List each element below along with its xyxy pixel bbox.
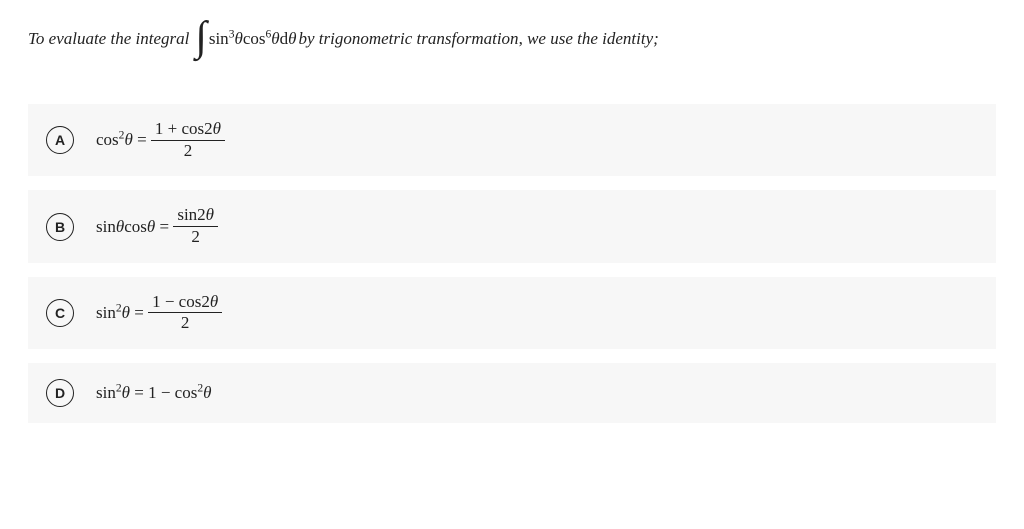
question-suffix-2: we use the identity; <box>523 18 659 60</box>
option-b-lhs: sinθcosθ = <box>96 217 173 237</box>
option-d-letter: D <box>46 379 74 407</box>
option-a-lhs: cos2θ = <box>96 130 151 150</box>
question-prefix: To evaluate the integral <box>28 18 189 60</box>
option-a-frac: 1 + cos2θ 2 <box>153 120 223 160</box>
question-suffix-1: by trigonometric transformation <box>299 18 519 60</box>
option-c-letter: C <box>46 299 74 327</box>
option-c[interactable]: C sin2θ = 1 − cos2θ 2 <box>28 277 996 349</box>
option-b[interactable]: B sinθcosθ = sin2θ 2 <box>28 190 996 262</box>
option-c-num: 1 − cos2θ <box>150 293 220 313</box>
question-stem: To evaluate the integral ∫ sin3θcos6θdθ … <box>28 18 996 60</box>
integrand: sin3θcos6θdθ <box>209 18 297 60</box>
option-c-frac: 1 − cos2θ 2 <box>150 293 220 333</box>
option-b-num: sin2θ <box>175 206 216 226</box>
option-a-den: 2 <box>151 140 225 161</box>
option-a[interactable]: A cos2θ = 1 + cos2θ 2 <box>28 104 996 176</box>
option-d[interactable]: D sin2θ = 1 − cos2θ <box>28 363 996 423</box>
option-c-math: sin2θ = 1 − cos2θ 2 <box>96 293 222 333</box>
option-a-num: 1 + cos2θ <box>153 120 223 140</box>
options-list: A cos2θ = 1 + cos2θ 2 B sinθcosθ = sin2θ… <box>28 104 996 423</box>
option-a-letter: A <box>46 126 74 154</box>
option-b-den: 2 <box>173 226 218 247</box>
question-page: To evaluate the integral ∫ sin3θcos6θdθ … <box>0 0 1024 435</box>
integral-expression: ∫ sin3θcos6θdθ <box>195 18 296 60</box>
option-b-math: sinθcosθ = sin2θ 2 <box>96 206 218 246</box>
option-c-den: 2 <box>148 312 222 333</box>
option-b-frac: sin2θ 2 <box>175 206 216 246</box>
option-c-lhs: sin2θ = <box>96 303 148 323</box>
option-d-full: sin2θ = 1 − cos2θ <box>96 383 211 403</box>
option-d-math: sin2θ = 1 − cos2θ <box>96 383 211 403</box>
option-a-math: cos2θ = 1 + cos2θ 2 <box>96 120 225 160</box>
option-b-letter: B <box>46 213 74 241</box>
